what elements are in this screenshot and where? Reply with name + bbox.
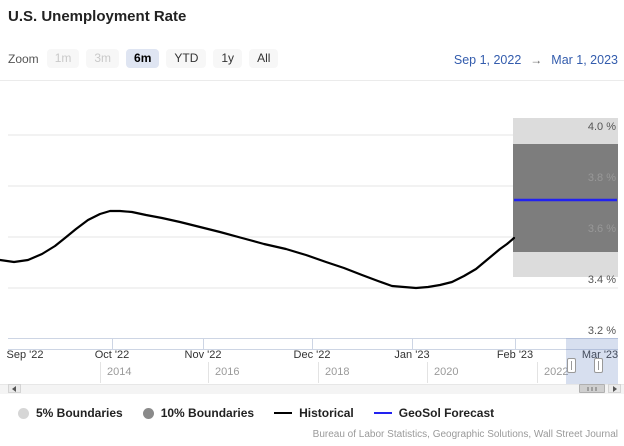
- xaxis-label: Dec '22: [293, 349, 331, 361]
- scrollbar-thumb[interactable]: [579, 384, 605, 393]
- zoom-label: Zoom: [8, 51, 39, 66]
- xaxis-tick: [112, 339, 113, 349]
- scrollbar-left-button[interactable]: [8, 384, 21, 393]
- navigator-year-tick: [318, 362, 319, 383]
- historical-line: [0, 209, 516, 290]
- xaxis-label: Nov '22: [184, 349, 222, 361]
- navigator-year-label: 2020: [434, 366, 459, 378]
- scrollbar-track[interactable]: [0, 384, 624, 394]
- xaxis-tick: [515, 339, 516, 349]
- range-selector: Zoom 1m 3m 6m YTD 1y All: [8, 49, 279, 68]
- legend-label: GeoSol Forecast: [398, 406, 495, 420]
- xaxis-tick: [412, 339, 413, 349]
- plot-area: [0, 118, 618, 290]
- legend-dot-icon: [18, 407, 29, 419]
- arrow-right-icon: →: [530, 53, 543, 67]
- legend-item-5-boundaries[interactable]: 5% Boundaries: [18, 406, 123, 420]
- legend-label: 5% Boundaries: [36, 406, 123, 420]
- zoom-button-3m[interactable]: 3m: [86, 49, 120, 68]
- navigator-year-label: 2014: [107, 366, 132, 378]
- xaxis-tick: [203, 339, 204, 349]
- yaxis-label: 3.2 %: [587, 325, 616, 337]
- zoom-button-1m[interactable]: 1m: [46, 49, 80, 68]
- navigator-year-label: 2016: [215, 366, 240, 378]
- navigator-year-label: 2018: [325, 366, 350, 378]
- zoom-button-all[interactable]: All: [249, 49, 279, 68]
- xaxis-label: Sep '22: [6, 349, 44, 361]
- legend: 5% Boundaries 10% Boundaries Historical Geo…: [18, 406, 494, 420]
- navigator-year-tick: [100, 362, 101, 383]
- navigator-year-label: 2022: [544, 366, 569, 378]
- xaxis-label: Feb '23: [496, 349, 534, 361]
- legend-line-icon: [373, 412, 392, 414]
- chart-title: U.S. Unemployment Rate: [8, 8, 187, 25]
- xaxis-grid-row: [8, 338, 618, 350]
- yaxis-label: 3.8 %: [587, 172, 616, 184]
- right-arrow-icon: [613, 386, 617, 392]
- legend-label: Historical: [299, 406, 354, 420]
- navigator-year-tick: [537, 362, 538, 383]
- yaxis-label: 3.6 %: [587, 223, 616, 235]
- navigator-handle-left[interactable]: [567, 358, 576, 373]
- legend-label: 10% Boundaries: [160, 406, 255, 420]
- date-range: Sep 1, 2022 → Mar 1, 2023: [454, 53, 618, 67]
- legend-item-historical[interactable]: Historical: [274, 406, 354, 420]
- boundary-band-10pct: [513, 144, 618, 252]
- xaxis-tick: [312, 339, 313, 349]
- yaxis-label: 3.4 %: [587, 274, 616, 286]
- xaxis-label: Mar '23: [581, 349, 619, 361]
- navigator-year-tick: [427, 362, 428, 383]
- yaxis-label: 4.0 %: [587, 121, 616, 133]
- navigator-year-tick: [208, 362, 209, 383]
- zoom-button-ytd[interactable]: YTD: [166, 49, 207, 68]
- xaxis-label: Jan '23: [394, 349, 430, 361]
- zoom-button-6m[interactable]: 6m: [126, 49, 160, 68]
- date-to-input[interactable]: Mar 1, 2023: [551, 53, 618, 67]
- zoom-button-1y[interactable]: 1y: [213, 49, 243, 68]
- left-arrow-icon: [12, 386, 16, 392]
- date-from-input[interactable]: Sep 1, 2022: [453, 53, 522, 67]
- scrollbar-grip-icon: [587, 387, 597, 391]
- legend-line-icon: [274, 412, 293, 414]
- legend-item-geosol-forecast[interactable]: GeoSol Forecast: [373, 406, 495, 420]
- legend-item-10-boundaries[interactable]: 10% Boundaries: [142, 406, 255, 420]
- navigator-handle-right[interactable]: [594, 358, 603, 373]
- legend-dot-icon: [142, 407, 154, 419]
- credits: Bureau of Labor Statistics, Geographic S…: [312, 429, 618, 440]
- scrollbar-right-button[interactable]: [608, 384, 621, 393]
- xaxis-label: Oct '22: [94, 349, 130, 361]
- toolbar-separator: [0, 80, 624, 81]
